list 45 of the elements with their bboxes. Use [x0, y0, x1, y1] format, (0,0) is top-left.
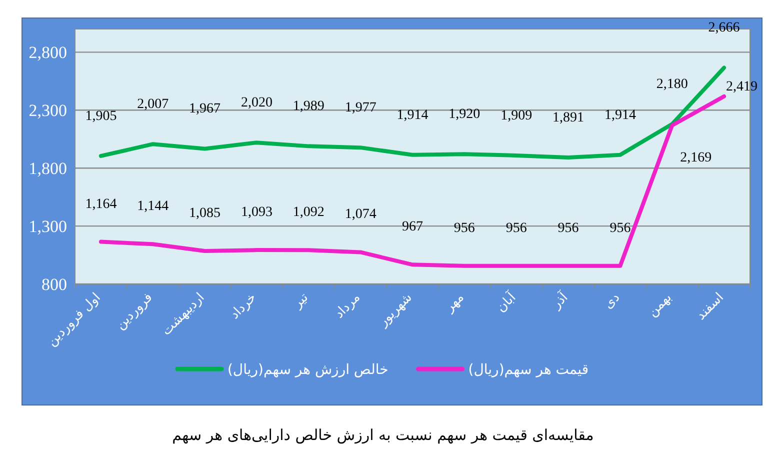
data-label: 956 [506, 220, 527, 236]
y-tick-label: 1,800 [28, 159, 67, 178]
legend-label: قیمت هر سهم(ریال) [468, 362, 589, 378]
y-tick-label: 1,300 [28, 217, 67, 236]
data-label: 1,905 [85, 108, 117, 124]
x-tick-label: اسفند [694, 290, 727, 324]
x-tick-label: اردیبهشت [159, 290, 208, 339]
x-tick-label: آبان [492, 288, 520, 316]
data-label: 2,169 [680, 150, 712, 166]
data-label: 956 [610, 220, 631, 236]
data-label: 2,020 [240, 96, 272, 111]
data-label: 967 [402, 220, 423, 235]
data-label: 1,074 [344, 207, 376, 222]
data-label: 1,914 [396, 108, 428, 123]
data-label: 956 [454, 220, 475, 236]
data-label: 956 [558, 220, 579, 236]
x-tick-label: بهمن [645, 290, 675, 320]
data-label: 1,920 [448, 107, 480, 122]
data-label: 1,891 [552, 110, 584, 126]
data-label: 1,085 [189, 206, 221, 221]
x-tick-label: دی [601, 290, 624, 312]
data-label: 1,967 [189, 102, 221, 117]
data-label: 1,092 [292, 205, 324, 220]
y-tick-label: 2,800 [28, 43, 67, 62]
data-label: 2,007 [137, 97, 169, 112]
x-tick-label: آذر [547, 288, 572, 313]
text: مقایسه‌ای قیمت هر سهم نسبت به ارزش خالص دارایی‌های هر سهم [172, 426, 594, 444]
x-tick-label: مرداد [332, 290, 364, 322]
data-label: 1,989 [292, 99, 324, 114]
legend-label: خالص ارزش هر سهم(ریال) [227, 362, 388, 378]
data-label: 1,914 [604, 108, 636, 123]
data-label: 2,419 [726, 79, 758, 94]
data-label: 1,977 [344, 100, 376, 116]
x-tick-label: شهریور [375, 290, 416, 330]
x-tick-label: تیر [290, 290, 312, 312]
x-tick-label: فروردین [113, 290, 156, 333]
x-tick-label: خرداد [227, 290, 260, 322]
data-label: 1,093 [240, 205, 272, 220]
x-tick-label: مهر [442, 290, 468, 316]
data-label: 1,164 [85, 196, 117, 212]
data-label: 1,909 [500, 108, 532, 124]
data-label: 2,180 [656, 77, 688, 92]
data-label: 2,666 [708, 20, 740, 36]
data-label: 1,144 [137, 199, 169, 214]
y-tick-label: 2,300 [28, 101, 67, 120]
